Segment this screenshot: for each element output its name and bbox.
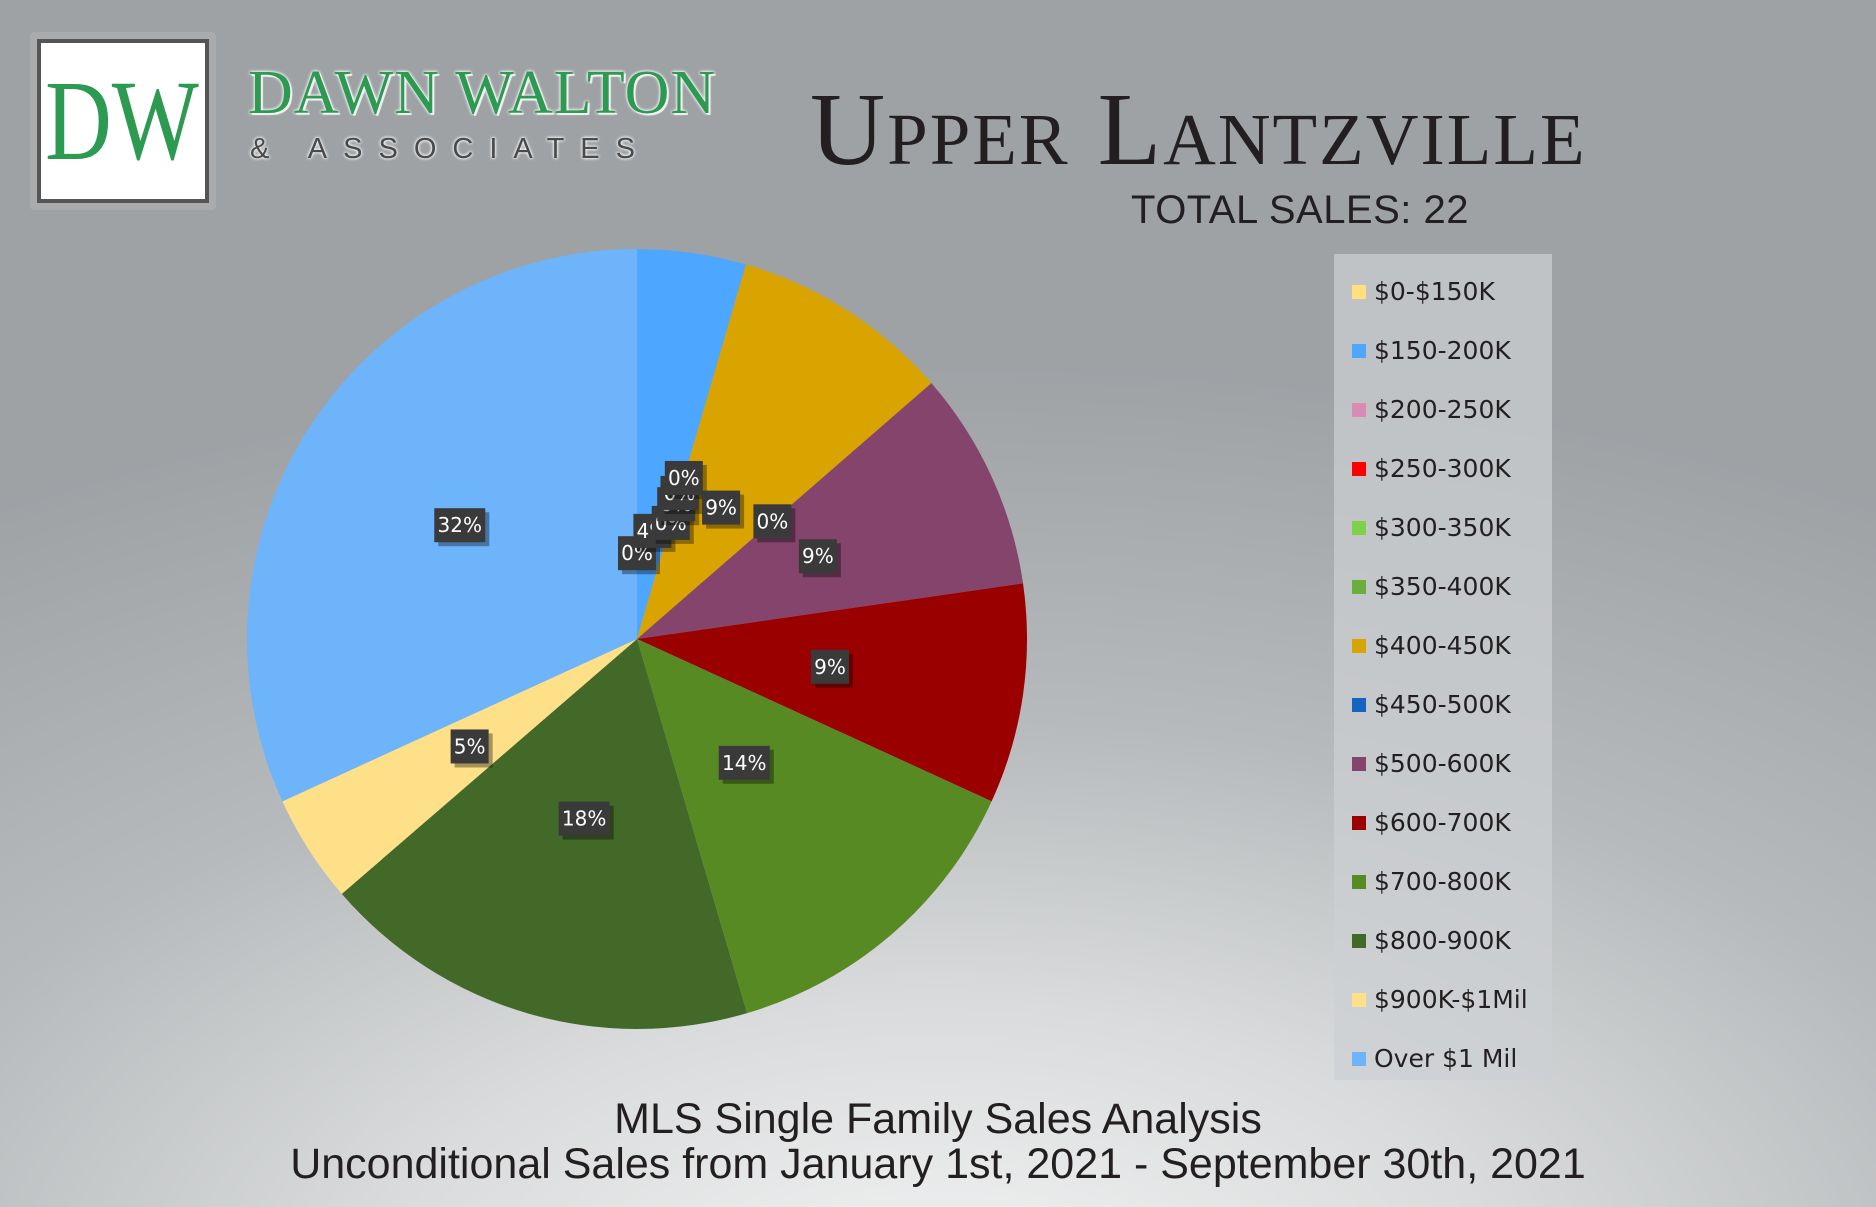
legend-swatch: [1352, 284, 1366, 299]
pie-data-labels: 0%4%0%0%0%0%9%0%9%9%14%18%5%32%: [434, 460, 854, 840]
legend-label: $700-800K: [1374, 867, 1511, 896]
legend-label: $350-400K: [1374, 572, 1511, 601]
data-label-box: [718, 745, 770, 780]
legend-item-450-500k: $450-500K: [1334, 675, 1552, 734]
data-label-box: [558, 801, 610, 836]
pie-slice-500-600k: [637, 383, 1024, 639]
pie-slice-600-700k: [637, 583, 1027, 802]
legend-label: $300-350K: [1374, 513, 1511, 542]
legend-item-300-350k: $300-350K: [1334, 498, 1552, 557]
brand-name: DAWN WALTON: [248, 59, 717, 127]
logo: DW: [30, 32, 216, 210]
legend-item-150-200k: $150-200K: [1334, 321, 1552, 380]
legend-swatch: [1352, 1051, 1366, 1066]
legend-item-over-1-mil: Over $1 Mil: [1334, 1029, 1552, 1088]
legend-swatch: [1352, 638, 1366, 653]
legend-label: $600-700K: [1374, 808, 1511, 837]
data-label-800-900k: 18%: [558, 801, 614, 840]
pie-slice-400-450k: [637, 264, 932, 639]
legend-swatch: [1352, 579, 1366, 594]
legend-label: $450-500K: [1374, 690, 1511, 719]
total-sales: TOTAL SALES: 22: [1130, 188, 1470, 232]
legend-swatch: [1352, 992, 1366, 1007]
brand-tagline: & ASSOCIATES: [250, 133, 651, 165]
page-title: Upper Lantzville: [810, 72, 1587, 187]
dw-monogram-logo: DW: [45, 57, 199, 184]
legend-label: $0-$150K: [1374, 277, 1495, 306]
legend-item-250-300k: $250-300K: [1334, 439, 1552, 498]
data-label-500-600k: 9%: [798, 539, 841, 578]
legend-swatch: [1352, 402, 1366, 417]
legend-item-400-450k: $400-450K: [1334, 616, 1552, 675]
legend-item-700-800k: $700-800K: [1334, 852, 1552, 911]
logo-frame: DW: [37, 39, 209, 203]
legend-swatch: [1352, 697, 1366, 712]
pie-slice-800-900k: [341, 639, 748, 1029]
data-label-text: 18%: [562, 807, 606, 831]
data-label-400-450k: 9%: [702, 490, 745, 529]
data-label-box: [811, 649, 850, 684]
legend-swatch: [1352, 520, 1366, 535]
data-label-350-400k: 0%: [664, 460, 707, 499]
pie-slice-900k-1mil: [282, 639, 637, 894]
legend-item-800-900k: $800-900K: [1334, 911, 1552, 970]
legend-item-500-600k: $500-600K: [1334, 734, 1552, 793]
data-label-box: [702, 490, 741, 525]
data-label-700-800k: 14%: [718, 745, 774, 784]
legend-swatch: [1352, 815, 1366, 830]
data-label-600-700k: 9%: [811, 649, 854, 688]
data-label-box: [798, 539, 837, 574]
pie-slices: [247, 249, 1027, 1029]
data-label-450-500k: 0%: [753, 504, 796, 543]
data-label-box: [450, 729, 489, 764]
legend-label: $900K-$1Mil: [1374, 985, 1528, 1014]
data-label-text: 9%: [802, 544, 834, 568]
data-label-text: 9%: [705, 496, 737, 520]
date-range: Unconditional Sales from January 1st, 20…: [290, 1140, 1586, 1188]
legend-item-200-250k: $200-250K: [1334, 380, 1552, 439]
legend-swatch: [1352, 756, 1366, 771]
legend-item-0-150k: $0-$150K: [1334, 262, 1552, 321]
data-label-box: [664, 460, 703, 495]
legend-label: $400-450K: [1374, 631, 1511, 660]
chart-legend: $0-$150K $150-200K $200-250K $250-300K $300-…: [1334, 254, 1552, 1080]
legend-item-600-700k: $600-700K: [1334, 793, 1552, 852]
data-label-box: [434, 508, 486, 543]
data-label-text: 32%: [438, 513, 482, 537]
data-label-text: 0%: [757, 509, 789, 533]
data-label-text: 5%: [454, 734, 486, 758]
data-label-box: [753, 504, 792, 539]
legend-swatch: [1352, 461, 1366, 476]
legend-label: $200-250K: [1374, 395, 1511, 424]
legend-label: $250-300K: [1374, 454, 1511, 483]
legend-swatch: [1352, 343, 1366, 358]
data-label-over-1-mil: 32%: [434, 508, 490, 547]
legend-item-900k-1mil: $900K-$1Mil: [1334, 970, 1552, 1029]
legend-swatch: [1352, 933, 1366, 948]
logo-monogram-text: DW: [45, 57, 199, 184]
data-label-text: 0%: [668, 466, 700, 490]
legend-label: $150-200K: [1374, 336, 1511, 365]
data-label-text: 9%: [814, 655, 846, 679]
data-label-text: 14%: [722, 751, 766, 775]
chart-subtitle: MLS Single Family Sales Analysis: [614, 1095, 1262, 1143]
data-label-900k-1mil: 5%: [450, 729, 493, 768]
legend-item-350-400k: $350-400K: [1334, 557, 1552, 616]
legend-label: Over $1 Mil: [1374, 1044, 1518, 1073]
legend-swatch: [1352, 874, 1366, 889]
pie-slice-700-800k: [637, 639, 992, 1014]
legend-label: $800-900K: [1374, 926, 1511, 955]
legend-label: $500-600K: [1374, 749, 1511, 778]
